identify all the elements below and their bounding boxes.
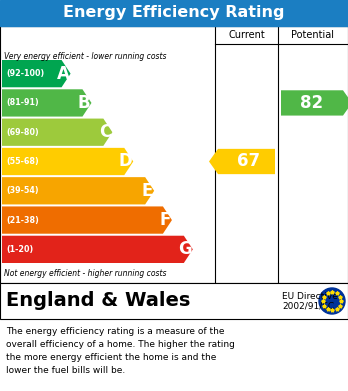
Text: (81-91): (81-91) — [6, 99, 39, 108]
Text: (69-80): (69-80) — [6, 128, 39, 137]
Text: Not energy efficient - higher running costs: Not energy efficient - higher running co… — [4, 269, 166, 278]
Text: Potential: Potential — [292, 30, 334, 40]
Text: C: C — [99, 123, 111, 141]
Bar — [0, 26, 348, 283]
Text: A: A — [57, 65, 70, 83]
Text: The energy efficiency rating is a measure of the
overall efficiency of a home. T: The energy efficiency rating is a measur… — [6, 327, 235, 375]
Bar — [0, 283, 348, 319]
Bar — [0, 0, 348, 26]
Text: E: E — [142, 182, 153, 200]
Text: Energy Efficiency Rating: Energy Efficiency Rating — [63, 5, 285, 20]
Text: (1-20): (1-20) — [6, 245, 33, 254]
Polygon shape — [2, 148, 133, 175]
Text: Current: Current — [228, 30, 265, 40]
Polygon shape — [2, 60, 71, 87]
Polygon shape — [2, 89, 92, 117]
Polygon shape — [209, 149, 275, 174]
Text: F: F — [159, 211, 171, 229]
Text: Very energy efficient - lower running costs: Very energy efficient - lower running co… — [4, 52, 166, 61]
Polygon shape — [2, 177, 154, 204]
Text: (55-68): (55-68) — [6, 157, 39, 166]
Text: 82: 82 — [300, 94, 324, 112]
Circle shape — [319, 288, 345, 314]
Text: 2002/91/EC: 2002/91/EC — [282, 302, 334, 311]
Text: (39-54): (39-54) — [6, 186, 39, 195]
Polygon shape — [281, 90, 348, 116]
Text: 67: 67 — [237, 152, 260, 170]
Text: England & Wales: England & Wales — [6, 292, 190, 310]
Polygon shape — [2, 118, 112, 146]
Text: D: D — [119, 152, 132, 170]
Text: (21-38): (21-38) — [6, 215, 39, 224]
Text: G: G — [178, 240, 192, 258]
Polygon shape — [2, 206, 172, 234]
Text: EU Directive: EU Directive — [282, 292, 338, 301]
Polygon shape — [2, 236, 193, 263]
Text: (92-100): (92-100) — [6, 69, 44, 78]
Text: B: B — [78, 94, 90, 112]
